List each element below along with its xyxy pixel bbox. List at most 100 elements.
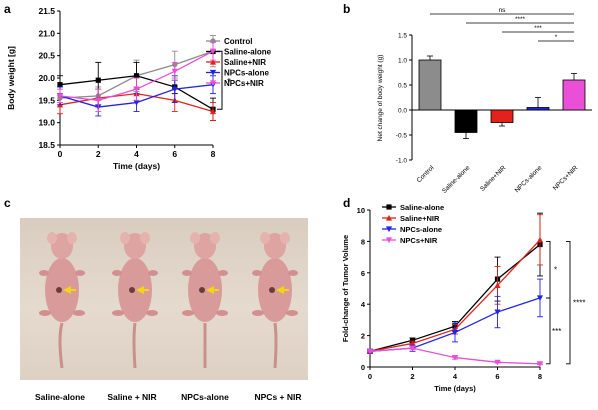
x-tick-label: 2 [96,149,101,159]
data-point [451,329,459,336]
y-tick-label: 6 [361,269,365,278]
x-tick-label: Saline-alone [441,164,472,195]
x-tick-label: 6 [172,149,177,159]
legend-label: Saline-alone [400,203,444,212]
x-tick-label: 4 [134,149,139,159]
mouse-2 [112,232,158,369]
data-point [494,309,501,316]
significance-label: **** [515,16,526,23]
data-point [57,82,63,88]
data-point [409,345,416,352]
panel-letter-a: a [4,2,11,16]
data-point [133,73,140,79]
net-weight-change-bar-chart: -1.0 -0.5 0.0 0.5 1.0 1.5 Net change of body w… [377,7,592,195]
legend-label: Control [224,37,252,46]
tumor-spot [56,287,62,293]
significance-bracket [546,297,551,365]
y-tick-label: 4 [361,300,366,309]
y-tick-label: 1.0 [398,58,407,65]
significance-bracket [546,240,551,299]
arrow-icon [63,286,71,294]
x-tick-label: 4 [453,372,458,381]
x-tick-label: 6 [495,372,499,381]
y-tick-label: 21.5 [38,6,55,16]
y-tick-label: 19.5 [38,95,55,105]
tumor-spot [129,287,135,293]
y-axis-label: Body weight [g] [6,46,16,110]
arrow-icon [276,286,284,294]
photo-caption-4: NPCs + NIR [254,392,302,402]
x-tick-label: Control [416,164,436,184]
mouse-ear [190,232,200,244]
data-point [95,77,101,83]
mouse-ear [280,232,290,244]
significance-label: *** [534,25,542,32]
tumor-volume-line-chart: 0 2 4 6 8 10 0 2 4 6 8 Time (days) Fold-change of Tu… [341,203,585,393]
mice-illustration [39,232,298,369]
legend-label: Saline-alone [224,48,272,57]
significance-bracket [217,50,223,110]
significance-label: *** [552,327,561,336]
bar-control [418,59,442,111]
legend-label: NPCs+NIR [400,236,438,245]
y-tick-label: 1.5 [398,33,407,40]
data-point [409,337,416,343]
legend-label: NPCs-alone [224,69,269,78]
significance-bracket [566,240,571,365]
significance-label: ns [499,7,507,14]
series-npcs-nir [56,41,217,112]
mouse-leg [112,310,124,316]
data-point [171,68,178,75]
mouse-leg [286,310,298,316]
y-tick-label: 20.5 [38,51,55,61]
panel-letter-b: b [343,2,351,16]
mouse-leg [252,270,262,276]
mouse-leg [146,310,158,316]
bar-npcs-alone [526,107,550,111]
data-point [536,295,544,302]
data-point [209,48,217,55]
y-axis-label: Net change of body weight (g) [377,55,384,142]
photo-caption-1: Saline-alone [34,392,86,402]
significance-label: * [227,77,231,88]
bar-saline-alone [454,109,478,133]
y-tick-label: -1.0 [396,158,408,165]
mouse-3 [182,232,228,369]
y-tick-label: 18.5 [38,140,55,150]
x-axis-label: Time (days) [113,161,160,171]
data-point [171,86,178,93]
bar-saline-nir [490,109,514,123]
mice-photo [20,218,308,380]
arrow-icon [206,286,214,294]
data-point [133,86,140,93]
data-point [494,282,501,288]
panel-letter-d: d [343,196,351,210]
y-tick-label: 0 [361,363,365,372]
legend-marker [385,226,393,233]
mouse-leg [216,310,228,316]
significance-label: * [554,266,557,275]
legend-label: Saline+NIR [400,214,440,223]
x-tick-label: 8 [538,372,542,381]
x-tick-label: 0 [58,149,63,159]
y-tick-label: 8 [361,237,365,246]
legend-marker [386,204,392,210]
mouse-ear [47,232,57,244]
mouse-leg [112,270,122,276]
y-tick-label: 10 [357,206,365,215]
data-point [536,361,544,367]
y-tick-label: -0.5 [396,133,408,140]
mouse-1 [39,232,85,369]
series-npcs-nir [366,345,544,367]
legend-marker [209,58,217,65]
y-tick-label: 21.0 [38,28,55,38]
y-axis-label: Fold-change of Tumor Volume [341,235,350,342]
series-npcs-alone [366,278,544,355]
mouse-ear [140,232,150,244]
significance-label: * [555,34,558,41]
arrow-icon [136,286,144,294]
y-tick-label: 20.0 [38,73,55,83]
mouse-4 [252,232,298,369]
data-point [56,93,64,99]
x-tick-label: 8 [211,149,216,159]
